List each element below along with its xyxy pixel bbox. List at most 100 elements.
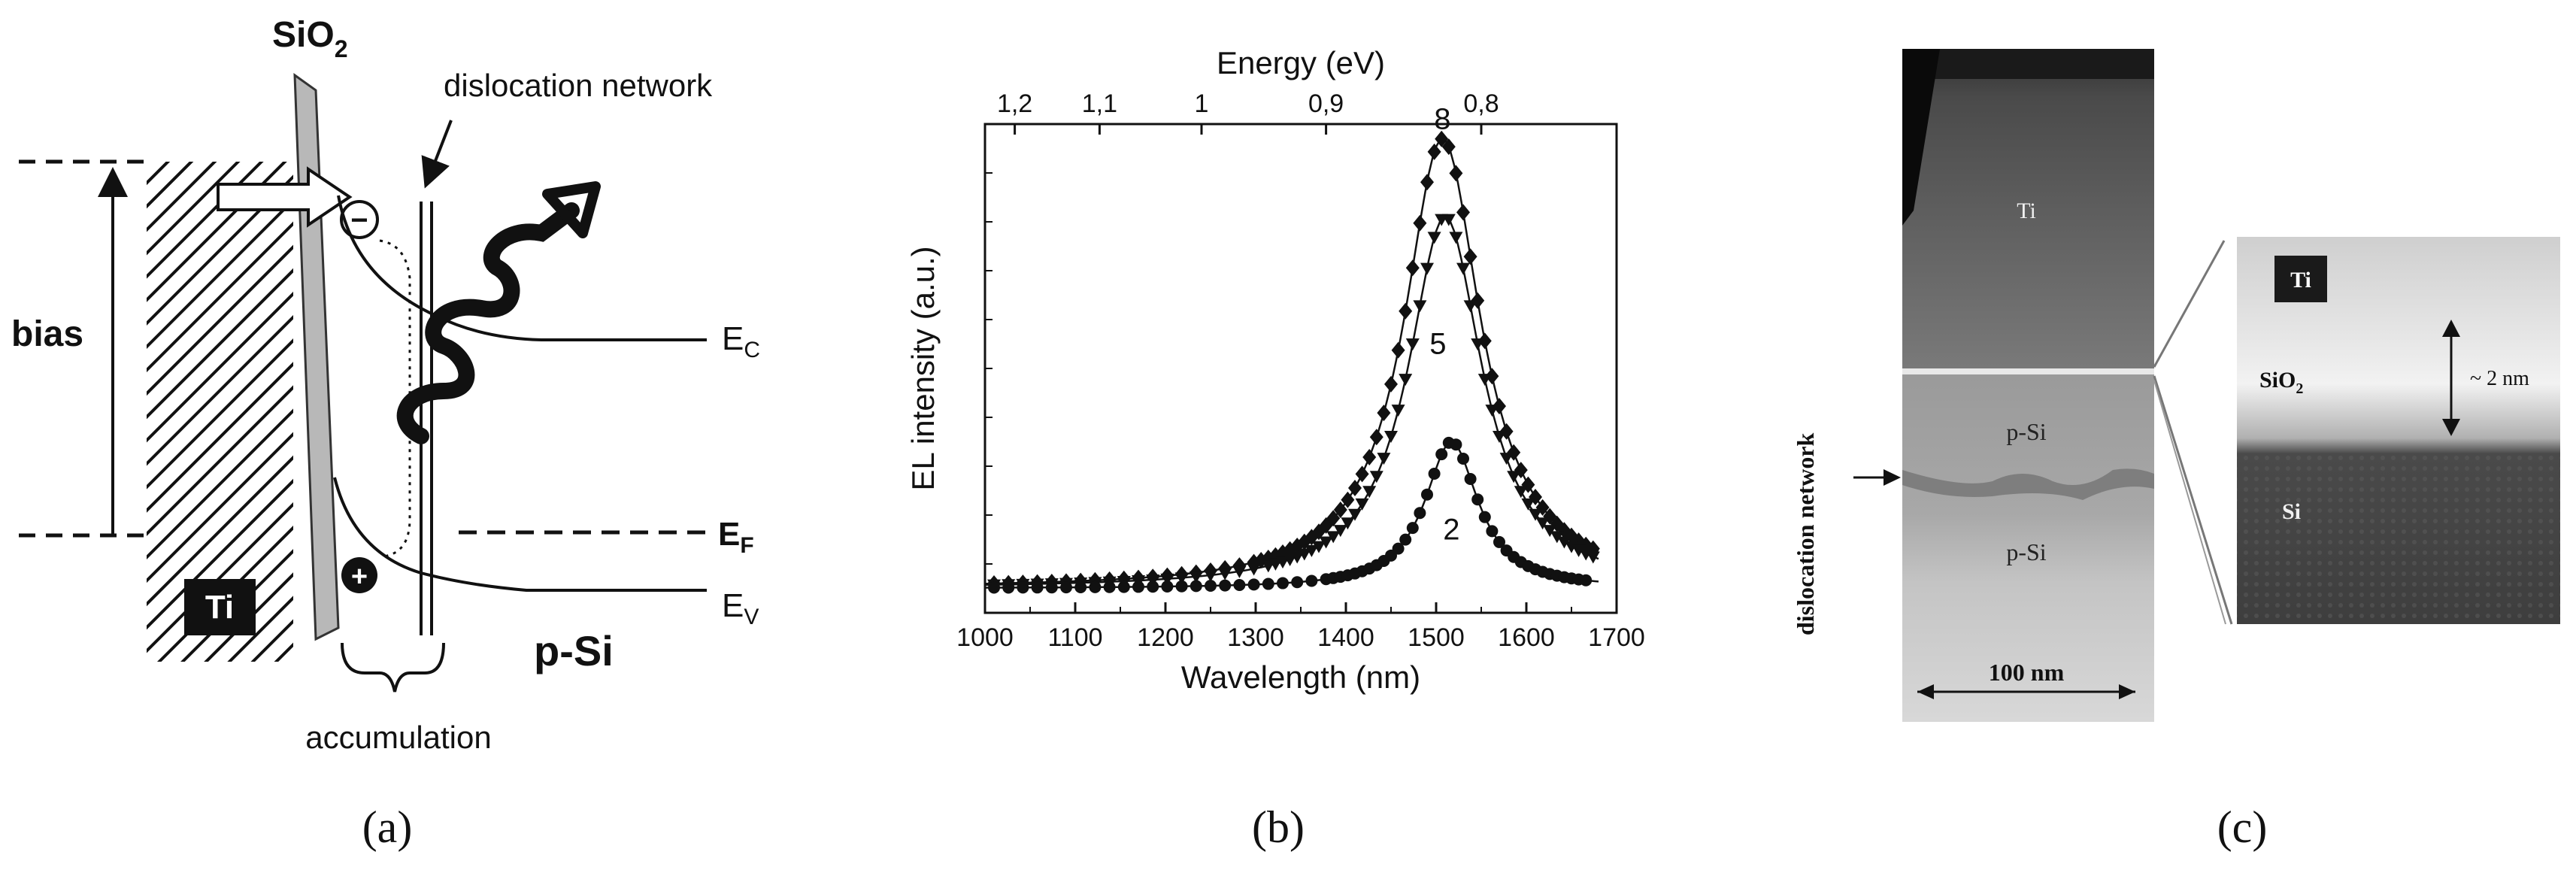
series-5-marker	[1413, 300, 1427, 313]
ev-label: EV	[722, 587, 759, 629]
ti-electrode	[147, 162, 293, 662]
series-8-marker	[1507, 444, 1521, 461]
series-2-marker	[1132, 580, 1144, 593]
photon-emission-arrowhead	[542, 181, 601, 238]
series-8-label: 8	[1434, 103, 1450, 136]
accumulation-label: accumulation	[305, 720, 491, 755]
top-axis-label: Energy (eV)	[1217, 45, 1385, 80]
x-tick-label: 1500	[1408, 623, 1465, 652]
series-2-marker	[1399, 533, 1412, 546]
inset-si-lattice	[2237, 455, 2560, 624]
dislocation-network-label: dislocation network	[444, 68, 713, 103]
series-5-marker	[1326, 531, 1341, 544]
series-5-marker	[1477, 374, 1492, 386]
series-5-marker	[1305, 544, 1319, 557]
ef-label: EF	[718, 516, 754, 558]
series-5-marker	[1174, 572, 1189, 585]
series-2-marker	[1190, 580, 1202, 593]
series-5-marker	[1160, 573, 1174, 586]
zoom-line-bottom-2	[2153, 380, 2226, 625]
series-8-marker	[1326, 510, 1341, 527]
series-2-marker	[1305, 574, 1318, 587]
series-5-marker	[1333, 525, 1347, 538]
series-8-marker	[1399, 302, 1413, 320]
series-5-marker	[1391, 405, 1405, 417]
top-tick-label: 0,9	[1308, 89, 1344, 118]
series-2-marker	[1262, 577, 1274, 590]
series-5-marker	[1529, 508, 1542, 521]
scale-bar-left-head	[1917, 684, 1934, 699]
tem-psi-region	[1902, 374, 2154, 722]
top-tick-label: 1	[1195, 89, 1209, 118]
series-5-marker	[1355, 498, 1369, 511]
series-8-marker	[1441, 138, 1456, 156]
series-5-marker	[1283, 554, 1297, 567]
series-5-marker	[1471, 338, 1485, 351]
series-2-marker	[1175, 580, 1188, 593]
psi-label: p-Si	[534, 627, 614, 674]
series-2-marker	[1103, 580, 1116, 593]
series-5-marker	[1369, 471, 1383, 483]
series-2-marker	[1428, 467, 1441, 480]
series-2-marker	[1002, 581, 1015, 594]
electron-symbol	[340, 200, 379, 239]
series-5-marker	[1377, 453, 1391, 465]
el-spectrum-chart: Energy (eV) Wavelength (nm) EL intensity…	[905, 45, 1645, 852]
series-8-marker	[1485, 368, 1499, 385]
series-5-marker	[1514, 486, 1528, 499]
series-2-marker	[1045, 581, 1058, 594]
y-axis-label: EL intensity (a.u.)	[905, 246, 941, 490]
x-tick-label: 1000	[956, 623, 1014, 652]
series-2-marker	[1457, 452, 1469, 465]
plot-frame	[983, 123, 1618, 614]
series-2-marker	[1031, 581, 1044, 594]
tem-figure: Ti p-Si p-Si 100 nm dislocation network …	[1792, 49, 2560, 852]
series-8-marker	[1341, 491, 1355, 508]
tem-top-dark-band	[1902, 49, 2154, 79]
series-5-marker	[1493, 431, 1506, 444]
series-5-marker	[1427, 232, 1441, 244]
series-2-marker	[1580, 574, 1593, 587]
series-5-marker	[1290, 551, 1305, 564]
series-5-marker	[1247, 563, 1261, 576]
zoom-line-top	[2153, 240, 2226, 368]
series-2-marker	[988, 581, 1000, 594]
series-2-marker	[1450, 438, 1462, 451]
series-5-marker	[1485, 405, 1499, 417]
series-8-marker	[1463, 248, 1477, 265]
series-5-marker	[1341, 517, 1355, 530]
series-2-marker	[1486, 525, 1499, 538]
sio2-label: SiO2	[272, 15, 347, 62]
panel-b-caption: (b)	[1252, 802, 1305, 852]
series-8-marker	[1471, 292, 1485, 309]
series-2-marker	[1277, 577, 1289, 590]
series-5-marker	[1565, 541, 1578, 553]
tem-ti-label: Ti	[2017, 199, 2036, 223]
bias-label: bias	[11, 314, 83, 354]
series-5-marker	[1507, 471, 1521, 483]
series-8-marker	[1456, 204, 1470, 221]
series-2-marker	[1161, 580, 1174, 593]
series-5-marker	[1297, 548, 1311, 561]
series-5-marker	[1463, 300, 1477, 313]
series-8-marker	[1384, 375, 1398, 393]
ti-label-box	[184, 579, 256, 635]
series-2-marker	[1074, 581, 1087, 594]
series-2-marker	[1471, 493, 1484, 506]
bias-arrow-head	[98, 167, 128, 197]
scale-bar-label: 100 nm	[1989, 659, 2065, 686]
hole-sign: +	[351, 561, 368, 593]
electron-sign: −	[350, 204, 368, 237]
inset-ti-box	[2274, 256, 2327, 302]
series-5-marker	[1420, 262, 1434, 275]
panel-b-el-spectrum: Energy (eV) Wavelength (nm) EL intensity…	[887, 0, 1714, 872]
sio2-slab	[293, 73, 340, 641]
series-5-marker	[1543, 525, 1557, 538]
series-5-marker	[1579, 548, 1593, 561]
series-8-marker	[1362, 448, 1377, 465]
x-tick-label: 1400	[1317, 623, 1374, 652]
series-8-marker	[1493, 398, 1506, 415]
series-2-marker	[1414, 507, 1426, 520]
panel-a-band-diagram: Ti SiO2 bias − dislocation network	[0, 0, 865, 872]
accumulation-brace	[341, 642, 445, 693]
